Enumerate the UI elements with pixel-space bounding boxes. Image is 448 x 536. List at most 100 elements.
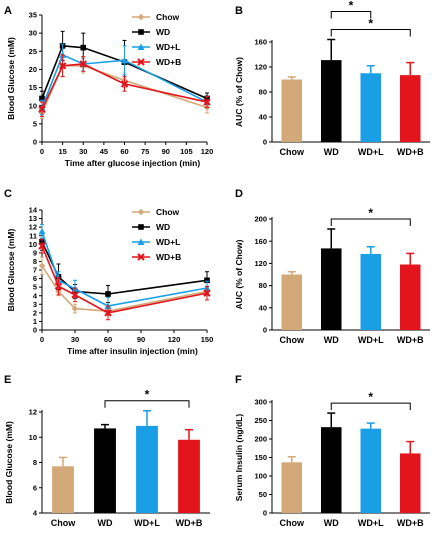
y-tick-label: 9 xyxy=(33,248,37,257)
y-tick-label: 6 xyxy=(33,483,37,492)
y-tick-label: 4 xyxy=(33,291,38,300)
series-wd-l xyxy=(38,224,211,316)
y-tick-label: 12 xyxy=(29,408,37,417)
y-tick-label: 160 xyxy=(254,237,267,246)
legend-label: WD+B xyxy=(156,57,181,67)
series-wd-b xyxy=(38,238,211,321)
category-label: WD+B xyxy=(176,518,203,528)
category-label: WD+L xyxy=(358,518,384,528)
y-tick-label: 0 xyxy=(33,326,37,335)
category-label: Chow xyxy=(280,335,305,345)
bar-wd-b xyxy=(399,75,421,142)
y-tick-label: 7 xyxy=(33,266,37,275)
y-tick-label: 10 xyxy=(29,240,37,249)
legend-marker xyxy=(137,58,145,66)
data-point-stroke xyxy=(203,98,211,106)
significance-bracket: * xyxy=(330,390,411,411)
bracket-line xyxy=(104,400,190,408)
y-tick-label: 0 xyxy=(33,138,37,147)
y-tick-label: 0 xyxy=(263,138,267,147)
legend-marker-stroke xyxy=(137,58,145,66)
y-tick-label: 100 xyxy=(254,472,267,481)
data-point-stroke xyxy=(104,309,112,317)
legend-marker xyxy=(137,253,145,261)
panel-f: F 0 50 100 150 200 250 300 Serum Insulin (ng/dL)… xyxy=(234,374,430,528)
legend-label: Chow xyxy=(156,12,180,22)
x-tick-label: 75 xyxy=(141,147,149,156)
x-axis-title: Time after insulin injection (min) xyxy=(67,346,198,356)
legend-marker xyxy=(137,208,145,216)
category-label: WD xyxy=(324,518,339,528)
legend-label: WD xyxy=(156,222,170,232)
data-point xyxy=(203,289,211,297)
legend-marker-stroke xyxy=(137,253,145,261)
panel-label: C xyxy=(4,188,12,200)
y-tick-label: 2 xyxy=(33,308,37,317)
x-tick-label: 0 xyxy=(40,335,44,344)
y-tick-label: 300 xyxy=(254,398,267,407)
data-point xyxy=(39,95,45,102)
y-axis-title: Serum Insulin (ng/dL) xyxy=(234,414,244,502)
y-tick-label: 40 xyxy=(259,303,267,312)
y-tick-label: 14 xyxy=(29,206,38,215)
legend-label: WD+B xyxy=(156,252,181,262)
data-point xyxy=(105,291,111,297)
x-tick-label: 105 xyxy=(180,147,193,156)
category-label: Chow xyxy=(280,518,305,528)
y-tick-label: 5 xyxy=(33,119,37,128)
category-label: WD xyxy=(98,518,113,528)
data-point xyxy=(120,80,129,88)
data-point xyxy=(58,62,67,70)
y-tick-label: 200 xyxy=(254,215,267,224)
y-axis-title: Blood Glucose (mM) xyxy=(6,37,16,120)
bar-wd xyxy=(320,248,342,330)
panel-label: D xyxy=(235,188,243,200)
bar-wd-l xyxy=(360,428,382,513)
legend: Chow WD WD+L WD+B xyxy=(132,207,181,262)
y-tick-label: 8 xyxy=(33,257,37,266)
bracket-line xyxy=(330,11,372,19)
data-point-stroke xyxy=(38,105,46,114)
y-tick-label: 6 xyxy=(33,274,37,283)
y-tick-label: 35 xyxy=(29,11,37,20)
y-tick-label: 0 xyxy=(263,326,267,335)
significance-label: * xyxy=(368,17,373,31)
data-point xyxy=(71,291,79,299)
data-point-stroke xyxy=(58,62,67,70)
panel-label: F xyxy=(235,374,242,386)
x-tick-label: 90 xyxy=(137,335,145,344)
significance-bracket: * xyxy=(330,0,372,19)
x-tick-label: 30 xyxy=(79,147,87,156)
y-tick-label: 10 xyxy=(29,101,37,110)
x-tick-label: 15 xyxy=(58,147,66,156)
x-tick-label: 150 xyxy=(201,335,214,344)
data-point xyxy=(121,56,128,64)
data-point xyxy=(38,262,46,269)
y-tick-label: 8 xyxy=(33,458,37,467)
bar-wd-b xyxy=(399,264,421,330)
significance-bracket: * xyxy=(104,388,190,408)
data-point xyxy=(38,242,46,250)
y-tick-label: 0 xyxy=(263,509,267,518)
data-point-stroke xyxy=(203,289,211,297)
significance-label: * xyxy=(368,390,373,404)
y-tick-label: 25 xyxy=(29,47,37,56)
data-point-stroke xyxy=(120,80,129,88)
legend-marker xyxy=(138,224,144,230)
panel-label: B xyxy=(235,5,243,17)
legend-marker xyxy=(137,238,145,245)
category-label: Chow xyxy=(280,147,305,157)
panel-e: E 4 6 8 10 12 Blood Glucose (mM) Chow WD WD+L WD+B… xyxy=(4,374,210,528)
bar-chow xyxy=(281,79,303,142)
bracket-line xyxy=(330,402,411,411)
x-axis-title: Time after glucose injection (min) xyxy=(65,158,201,168)
data-point xyxy=(54,282,63,290)
panel-label: A xyxy=(4,5,12,17)
panel-label: E xyxy=(4,374,11,386)
data-point xyxy=(204,277,210,284)
x-tick-label: 0 xyxy=(40,147,44,156)
y-tick-label: 5 xyxy=(33,283,37,292)
y-tick-label: 11 xyxy=(29,231,37,240)
